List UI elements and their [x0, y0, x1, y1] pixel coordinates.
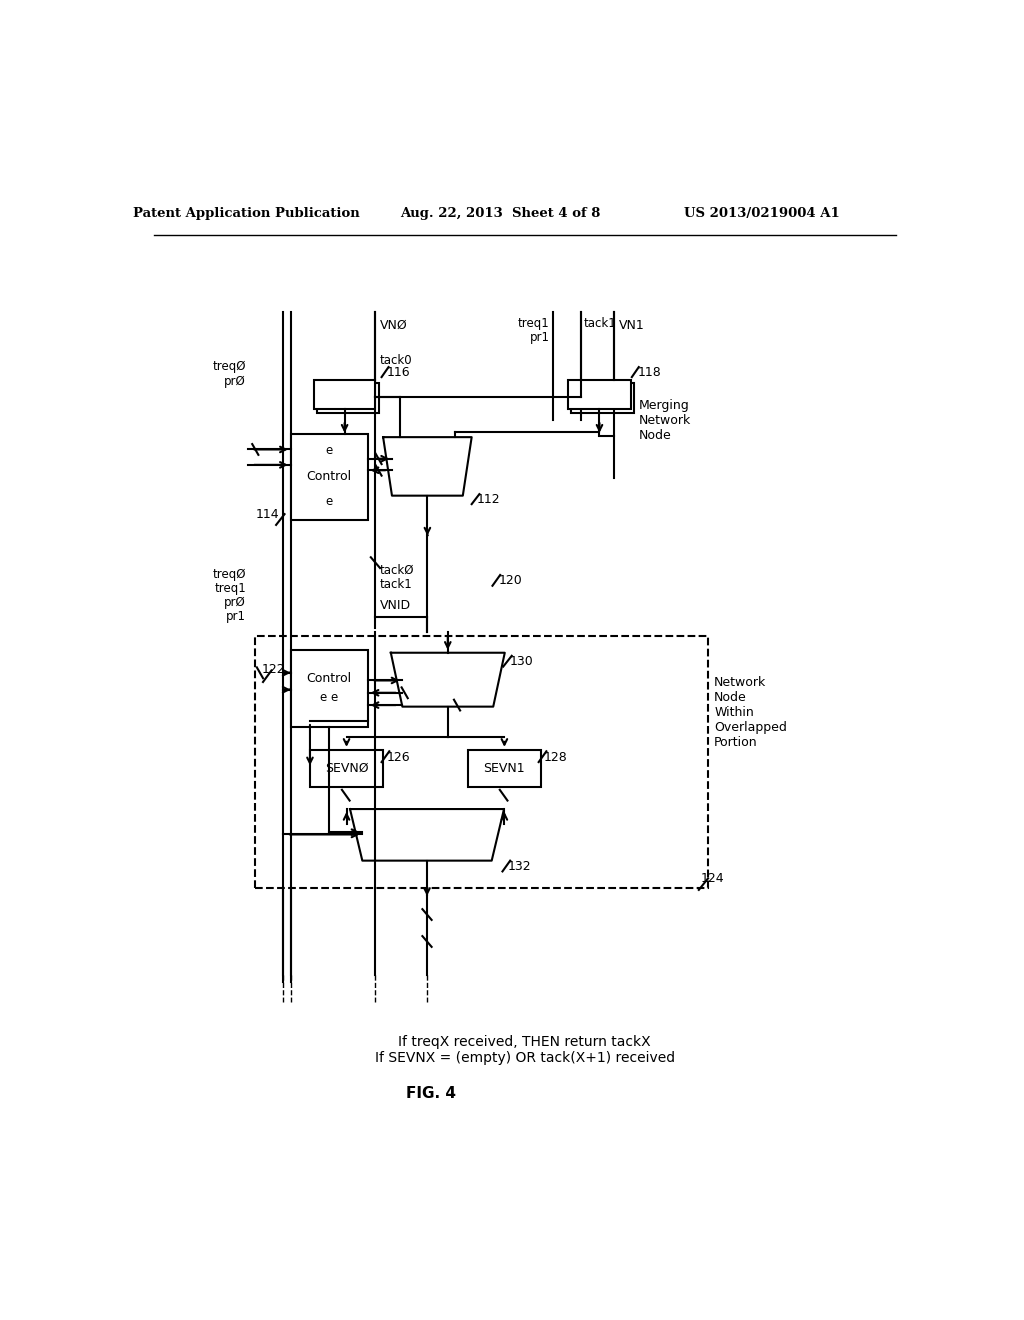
Text: 128: 128 [544, 751, 567, 764]
Text: Merging
Network
Node: Merging Network Node [639, 399, 691, 442]
Polygon shape [350, 809, 504, 861]
Text: 130: 130 [509, 656, 534, 668]
Text: SEVN1: SEVN1 [483, 762, 525, 775]
Polygon shape [383, 437, 472, 496]
Text: pr1: pr1 [529, 330, 550, 343]
Text: FIG. 4: FIG. 4 [406, 1086, 456, 1101]
Text: 112: 112 [477, 492, 501, 506]
Bar [310, 750, 383, 787]
Text: Patent Application Publication: Patent Application Publication [133, 207, 359, 220]
Text: 126: 126 [387, 751, 411, 764]
Text: treqØ: treqØ [213, 360, 246, 372]
Bar [568, 380, 631, 409]
Text: 116: 116 [387, 366, 411, 379]
Text: treqØ: treqØ [213, 568, 246, 581]
Text: tack0: tack0 [380, 354, 413, 367]
Bar [313, 380, 376, 409]
Text: VN1: VN1 [618, 318, 644, 331]
Bar [291, 434, 368, 520]
Text: Network
Node
Within
Overlapped
Portion: Network Node Within Overlapped Portion [714, 676, 787, 750]
Text: 132: 132 [508, 861, 531, 874]
Text: 114: 114 [256, 508, 280, 520]
Text: SEVNØ: SEVNØ [325, 762, 369, 775]
Text: Control: Control [306, 470, 352, 483]
Text: pr1: pr1 [226, 610, 246, 623]
Text: VNØ: VNØ [380, 318, 408, 331]
Bar [571, 383, 634, 412]
Text: 118: 118 [637, 366, 660, 379]
Text: treq1: treq1 [214, 582, 246, 595]
Text: 124: 124 [701, 873, 725, 886]
Text: e: e [326, 495, 333, 508]
Bar [255, 636, 708, 888]
Text: e e: e e [321, 690, 338, 704]
Polygon shape [391, 653, 505, 706]
Text: tack1: tack1 [584, 317, 616, 330]
Bar [291, 649, 368, 726]
Text: 122: 122 [261, 663, 285, 676]
Bar [316, 383, 379, 412]
Text: 120: 120 [499, 574, 522, 587]
Text: tack1: tack1 [380, 578, 413, 591]
Text: prØ: prØ [224, 375, 246, 388]
Text: Control: Control [306, 672, 352, 685]
Text: If SEVNX = (empty) OR tack(X+1) received: If SEVNX = (empty) OR tack(X+1) received [375, 1051, 675, 1065]
Text: If treqX received, THEN return tackX: If treqX received, THEN return tackX [398, 1035, 651, 1049]
Text: prØ: prØ [224, 595, 246, 609]
Bar [468, 750, 541, 787]
Text: treq1: treq1 [518, 317, 550, 330]
Text: tackØ: tackØ [380, 564, 415, 577]
Text: VNID: VNID [380, 599, 412, 612]
Text: Aug. 22, 2013  Sheet 4 of 8: Aug. 22, 2013 Sheet 4 of 8 [400, 207, 600, 220]
Text: US 2013/0219004 A1: US 2013/0219004 A1 [684, 207, 840, 220]
Text: e: e [326, 445, 333, 458]
